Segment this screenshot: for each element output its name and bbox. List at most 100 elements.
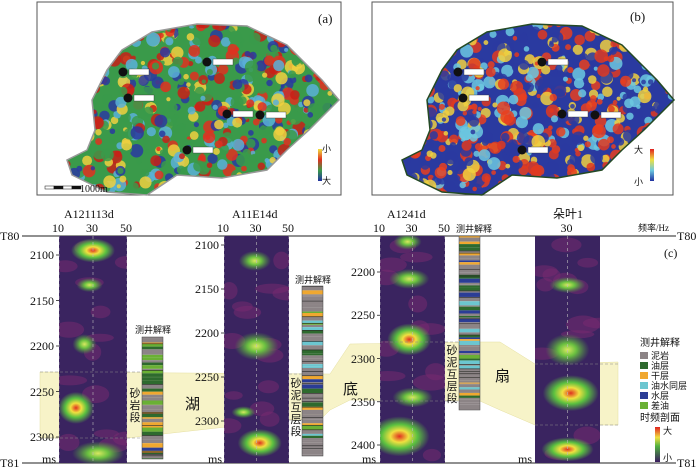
scale-bar-segment (53, 185, 64, 190)
energy-anomaly (387, 323, 432, 356)
legend-label: 油水同层 (651, 381, 688, 391)
well-label-box (128, 68, 150, 76)
freq-tick-label: 30 (560, 221, 573, 235)
time-tick-label: 2250 (351, 308, 375, 323)
energy-anomaly (76, 278, 103, 293)
log-title: 测井解释 (295, 275, 332, 285)
well-log-column (301, 285, 324, 457)
well-label-box (463, 68, 485, 76)
time-tick-label: 2200 (195, 326, 219, 340)
freq-tick-label: 30 (86, 221, 98, 235)
section-label: (c) (664, 246, 678, 260)
facies-label: 湖 (185, 397, 201, 413)
freq-tick-label: 30 (249, 221, 262, 235)
time-frequency-colorbar (655, 427, 660, 462)
legend-title: 测井解释 (640, 338, 680, 349)
time-unit: ms (42, 452, 57, 466)
facies-label: 扇 (495, 369, 511, 385)
map-a-scale-label: 1000m (80, 184, 108, 195)
time-tick-label: 2150 (30, 293, 54, 308)
legend-swatch (640, 352, 648, 359)
well-marker (222, 109, 232, 119)
time-tick-label: 2300 (351, 351, 375, 366)
energy-anomaly (542, 375, 599, 412)
time-tick-label: 2300 (30, 430, 54, 444)
freq-tick-label: 50 (282, 221, 294, 235)
time-unit: ms (518, 452, 533, 466)
time-tick-label: 2200 (30, 339, 54, 353)
well-marker (202, 57, 212, 67)
energy-anomaly (231, 406, 256, 419)
freq-tick-label: 10 (217, 221, 229, 235)
well-label-box (212, 58, 234, 66)
map-a-boundary (66, 23, 341, 196)
well-title: A11E14d (232, 207, 278, 221)
interval-label: 砂岩段 (129, 388, 141, 424)
freq-tick-label: 50 (438, 221, 450, 235)
map-b-colorbar-bottom: 小 (634, 177, 644, 187)
colorbar-title: 时频剖面 (640, 413, 680, 424)
well-marker (118, 67, 128, 77)
well-label-box (265, 111, 287, 119)
facies-label: 底 (343, 382, 359, 398)
energy-anomaly (393, 236, 422, 250)
map-a-colorbar-bottom: 大 (322, 176, 332, 186)
well-title: A1241d (387, 207, 426, 221)
map-a-colorbar (318, 149, 322, 181)
freq-axis-label: 频率/Hz (638, 223, 669, 233)
well-label-box (600, 111, 622, 119)
map-b-colorbar-top: 大 (634, 145, 644, 155)
scale-bar-segment (62, 185, 73, 190)
well-log-column (458, 235, 481, 411)
legend-label: 泥岩 (651, 351, 670, 361)
well-title: 朵叶1 (553, 207, 584, 221)
horizon-t81-left: T81 (0, 456, 20, 470)
well-label-box (232, 110, 254, 118)
colorbar-bottom: 小 (663, 453, 673, 463)
well-marker (123, 93, 133, 103)
energy-anomaly (541, 437, 594, 462)
legend-label: 干层 (651, 371, 670, 381)
legend-swatch (640, 362, 648, 369)
time-tick-label: 2300 (195, 414, 219, 428)
legend-swatch (640, 372, 648, 379)
interval-label: 砂泥互层段 (290, 378, 302, 438)
legend-swatch (640, 402, 648, 409)
energy-anomaly (59, 391, 94, 424)
time-tick-label: 2100 (30, 248, 54, 262)
time-tick-label: 2200 (351, 265, 375, 279)
scale-bar-segment (71, 185, 82, 190)
log-title: 测井解释 (135, 325, 172, 335)
time-unit: ms (362, 452, 377, 466)
freq-tick-label: 30 (405, 221, 418, 235)
time-tick-label: 2350 (351, 394, 375, 409)
time-frequency-panel (535, 236, 600, 463)
horizon-t80-left: T80 (0, 229, 20, 243)
map-a-colorbar-top: 小 (322, 144, 332, 154)
time-tick-label: 2250 (195, 370, 219, 384)
well-marker (182, 145, 192, 155)
legend-label: 差油 (651, 401, 670, 411)
horizon-t80-right: T80 (677, 229, 697, 243)
map-b-label: (b) (630, 9, 646, 24)
energy-anomaly (392, 387, 433, 408)
interval-label: 砂泥互层段 (446, 345, 458, 405)
log-title: 测井解释 (456, 224, 493, 234)
well-marker (517, 145, 527, 155)
well-label-box (468, 94, 490, 102)
well-label-box (133, 94, 155, 102)
energy-anomaly (72, 334, 97, 355)
well-title: A121113d (64, 207, 114, 221)
freq-tick-label: 10 (52, 221, 64, 235)
colorbar-top: 大 (663, 426, 673, 436)
well-label-box (547, 58, 569, 66)
time-unit: ms (208, 452, 223, 466)
energy-anomaly (238, 250, 271, 271)
map-b-colorbar (650, 149, 654, 181)
time-frequency-panel (59, 236, 127, 463)
map-b-boundary (401, 23, 676, 196)
well-marker (255, 110, 265, 120)
freq-tick-label: 10 (373, 221, 385, 235)
